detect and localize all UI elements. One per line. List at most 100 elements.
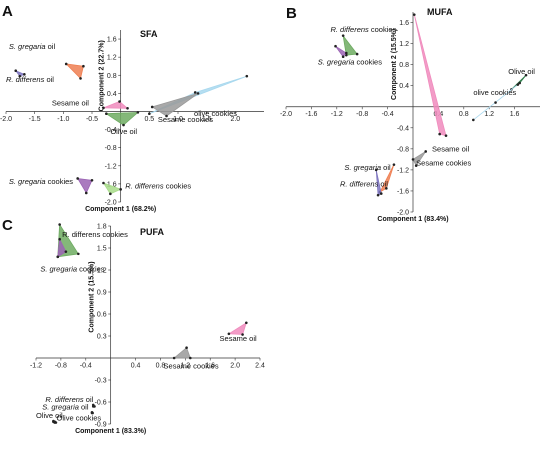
panel-letter: C <box>2 217 13 234</box>
series-label: Sesame oil <box>52 99 89 108</box>
data-point <box>122 123 125 127</box>
x-tick-label: -1.5 <box>29 116 41 123</box>
sample-triangle <box>172 347 191 359</box>
series-label: R. differens oil <box>340 180 388 189</box>
data-point <box>345 51 348 55</box>
x-tick-label: 1.2 <box>484 111 494 118</box>
x-tick-label: 1.0 <box>173 116 183 123</box>
data-point <box>193 91 197 94</box>
x-tick-label: 1.5 <box>202 116 212 123</box>
data-point <box>411 158 415 161</box>
data-point <box>355 52 359 56</box>
y-tick-label: 0.8 <box>107 73 117 80</box>
y-tick-label: -0.6 <box>95 400 107 407</box>
data-point <box>23 73 26 76</box>
data-point <box>136 111 140 114</box>
panel-a: A -2.0 -1.5 -1.0 -0.5 0.5 1.0 1.5 2.0 1.6 1.2 0.8 0.… <box>0 3 264 213</box>
data-point <box>84 191 88 195</box>
sample-triangle <box>57 237 67 258</box>
y-tick-label: -2.0 <box>105 200 117 207</box>
y-tick-label: -0.4 <box>397 125 409 132</box>
data-point <box>392 163 396 166</box>
series-sesame-cookies: Sesame cookies <box>411 150 471 168</box>
series-r-differens-cookies: R. differens cookies <box>56 223 128 259</box>
y-tick-label: -1.2 <box>397 167 409 174</box>
data-point <box>516 83 520 86</box>
x-tick-label: 0.8 <box>156 363 166 370</box>
data-point <box>438 132 441 136</box>
data-point <box>444 134 448 137</box>
data-point <box>196 92 200 95</box>
series-label: R. differens cookies <box>62 230 128 239</box>
series-label: Sesame oil <box>220 334 257 343</box>
data-point <box>518 81 521 85</box>
data-point <box>379 192 383 195</box>
y-tick-label: -2.0 <box>397 210 409 217</box>
series-label: R. differens oil <box>45 395 93 404</box>
data-point <box>172 356 176 360</box>
series-label: S. gregaria cookies <box>40 264 104 273</box>
y-tick-label: 1.5 <box>97 246 107 253</box>
sample-triangle <box>375 169 382 196</box>
data-point <box>241 333 244 336</box>
y-tick-label: -1.6 <box>105 181 117 188</box>
data-point <box>119 188 122 191</box>
x-tick-label: -1.0 <box>57 116 69 123</box>
data-point <box>374 168 378 172</box>
y-axis-title: Component 2 (15.5%) <box>391 29 398 100</box>
data-point <box>424 150 428 153</box>
data-point <box>385 187 388 190</box>
x-tick-label: -2.0 <box>0 116 12 123</box>
series-olive-cookies: Olive cookies <box>53 413 101 424</box>
x-tick-label: 2.0 <box>230 116 240 123</box>
data-point <box>341 55 345 59</box>
series-label: R. differens cookies <box>330 25 396 34</box>
data-point <box>245 321 248 325</box>
series-label: Sesame oil <box>432 144 469 153</box>
data-point <box>82 64 85 68</box>
series-label: S. gregaria cookies <box>9 177 73 186</box>
series-r-differens-oil: R. differens oil <box>45 395 96 408</box>
series-s-gregaria-oil: S. gregaria oil <box>9 42 85 80</box>
data-point <box>227 332 231 336</box>
x-tick-label: 1.2 <box>180 363 190 370</box>
series-label: Sesame cookies <box>158 115 213 124</box>
sample-triangle <box>14 69 26 77</box>
series-r-differens-oil: R. differens oil <box>340 168 388 197</box>
data-point <box>472 118 475 122</box>
y-tick-label: 1.6 <box>107 37 117 44</box>
data-point <box>90 411 94 415</box>
series-s-gregaria-oil: S. gregaria oil <box>42 402 94 415</box>
sample-triangle <box>102 182 122 195</box>
sample-triangle <box>342 35 358 56</box>
data-point <box>376 193 380 197</box>
series-label: S. gregaria oil <box>9 42 56 51</box>
x-tick-label: 2.4 <box>255 363 265 370</box>
series-label: Olive cookies <box>57 413 102 422</box>
data-point <box>102 181 105 185</box>
data-point <box>150 105 154 109</box>
data-point <box>77 252 80 256</box>
y-axis-title: Component 2 (22.7%) <box>99 40 106 111</box>
data-point <box>58 223 61 226</box>
data-point <box>414 164 418 167</box>
data-point <box>90 178 94 182</box>
series-olive-oil: Olive oil <box>105 111 140 136</box>
series-r-differens-cookies: R. differens cookies <box>102 181 191 196</box>
data-point <box>165 114 168 118</box>
data-point <box>64 62 68 66</box>
y-tick-label: -0.9 <box>95 422 107 429</box>
data-point <box>14 69 18 73</box>
data-point <box>76 177 79 180</box>
data-point <box>64 250 68 253</box>
data-point <box>56 255 60 259</box>
x-tick-label: -1.6 <box>305 111 317 118</box>
x-tick-label: -0.5 <box>86 116 98 123</box>
data-point <box>126 107 129 110</box>
series-s-gregaria-cookies: S. gregaria cookies <box>9 177 94 195</box>
x-tick-label: -0.4 <box>80 363 92 370</box>
series-label: Olive oil <box>508 67 535 76</box>
x-tick-label: -0.4 <box>382 111 394 118</box>
sample-triangle <box>76 178 93 194</box>
y-tick-label: -0.4 <box>105 127 117 134</box>
